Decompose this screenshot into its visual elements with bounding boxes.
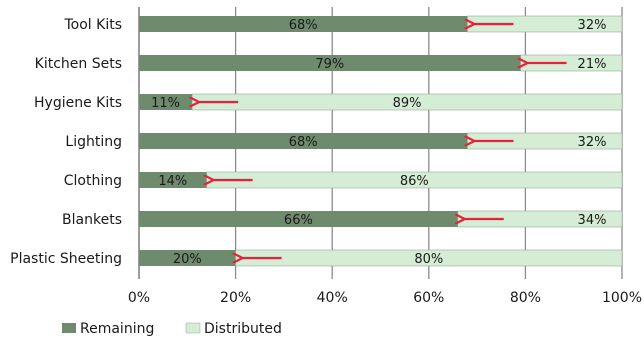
data-label-remaining: 68% <box>289 135 318 150</box>
data-label-remaining: 11% <box>151 96 180 111</box>
bar-remaining <box>139 211 458 227</box>
data-label-remaining: 20% <box>173 252 202 267</box>
data-label-distributed: 32% <box>578 135 607 150</box>
x-tick-label: 60% <box>413 290 444 306</box>
legend-swatch-remaining <box>62 323 76 333</box>
bar-remaining <box>139 94 193 110</box>
bar-remaining <box>139 250 236 266</box>
annotation-arrows <box>197 24 567 258</box>
bar-remaining <box>139 133 468 149</box>
data-label-remaining: 79% <box>315 57 344 72</box>
x-tick-label: 80% <box>510 290 541 306</box>
legend-swatch-distributed <box>185 322 201 334</box>
labels: 0% 20% 40% 60% 80% 100% Tool Kits 68% 32% Kitchen… <box>10 17 642 306</box>
x-tick-label: 100% <box>602 290 642 306</box>
legend-label-distributed: Distributed <box>204 321 282 337</box>
bars <box>139 15 623 267</box>
category-label: Plastic Sheeting <box>10 251 122 267</box>
data-label-remaining: 68% <box>289 18 318 33</box>
data-label-distributed: 32% <box>578 18 607 33</box>
data-label-distributed: 21% <box>578 57 607 72</box>
legend-label-remaining: Remaining <box>80 321 154 337</box>
bar-remaining <box>139 55 521 71</box>
x-tick-label: 20% <box>220 290 251 306</box>
data-label-distributed: 34% <box>578 213 607 228</box>
x-tick-label: 40% <box>317 290 348 306</box>
data-label-distributed: 89% <box>393 96 422 111</box>
bar-remaining <box>139 172 207 188</box>
category-label: Blankets <box>62 212 122 228</box>
data-label-distributed: 80% <box>414 252 443 267</box>
legend: Remaining Distributed <box>62 321 282 337</box>
data-label-remaining: 66% <box>284 213 313 228</box>
x-tick-label: 0% <box>128 290 150 306</box>
bar-remaining <box>139 16 468 32</box>
category-label: Tool Kits <box>64 17 123 33</box>
category-label: Lighting <box>65 134 122 150</box>
data-label-remaining: 14% <box>158 174 187 189</box>
category-label: Clothing <box>64 173 122 189</box>
category-label: Kitchen Sets <box>35 56 122 72</box>
category-label: Hygiene Kits <box>34 95 122 111</box>
data-label-distributed: 86% <box>400 174 429 189</box>
